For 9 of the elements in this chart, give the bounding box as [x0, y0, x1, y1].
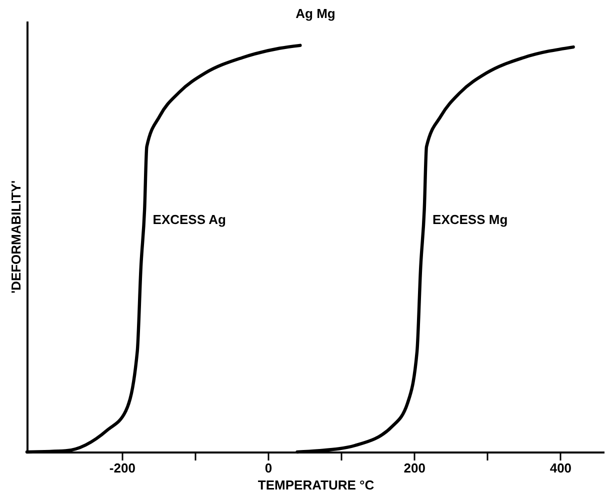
- y-axis-title: 'DEFORMABILITY': [8, 180, 24, 294]
- x-tick-label: 200: [404, 460, 426, 476]
- annotation: EXCESS Mg: [432, 212, 508, 228]
- chart-title: Ag Mg: [296, 6, 336, 21]
- x-tick-label: 400: [550, 460, 572, 476]
- x-tick-label: -200: [109, 460, 136, 476]
- x-tick-label: 0: [264, 460, 272, 476]
- annotation: EXCESS Ag: [152, 212, 226, 228]
- x-axis-title: TEMPERATURE °C: [258, 478, 375, 492]
